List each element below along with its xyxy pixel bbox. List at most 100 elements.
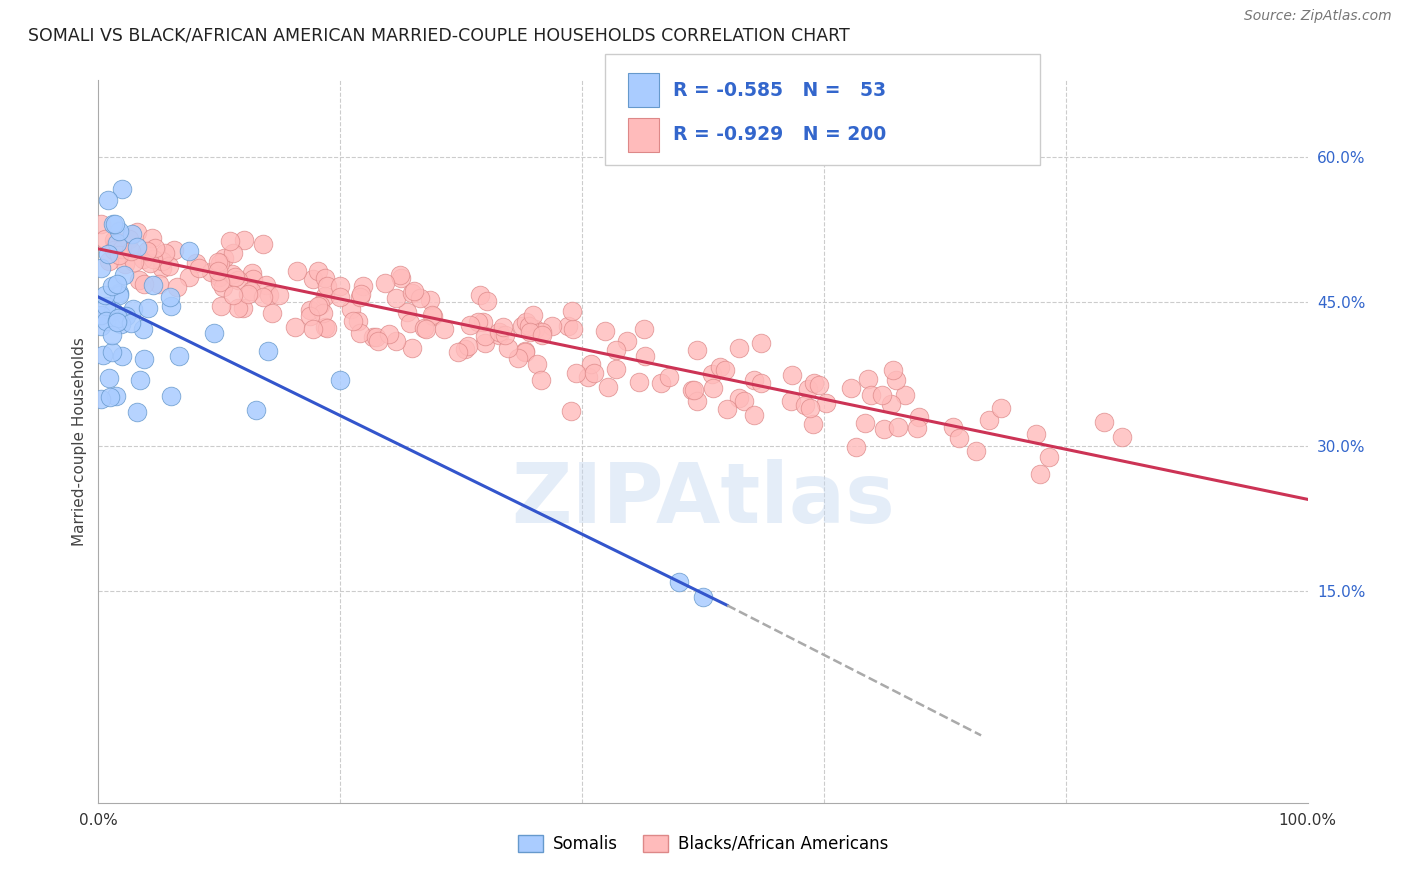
Point <box>163 243 186 257</box>
Point <box>104 389 127 403</box>
Point <box>475 294 498 309</box>
Point <box>519 325 541 339</box>
Point <box>141 231 163 245</box>
Point <box>801 417 824 432</box>
Point <box>799 401 821 415</box>
Point <box>803 376 825 390</box>
Point <box>128 273 150 287</box>
Point <box>856 372 879 386</box>
Point <box>742 373 765 387</box>
Point <box>100 345 122 359</box>
Point <box>200 265 222 279</box>
Y-axis label: Married-couple Households: Married-couple Households <box>72 337 87 546</box>
Point <box>814 395 837 409</box>
Point <box>209 275 232 289</box>
Point <box>136 301 159 315</box>
Point <box>222 287 245 301</box>
Point <box>114 257 136 271</box>
Text: ZIPAtlas: ZIPAtlas <box>510 458 896 540</box>
Point <box>378 326 401 341</box>
Point <box>472 314 495 328</box>
Point <box>496 341 519 355</box>
Point <box>228 301 250 316</box>
Point <box>512 318 534 333</box>
Point <box>349 290 371 304</box>
Point <box>224 269 246 284</box>
Point <box>658 369 681 384</box>
Point <box>97 194 120 208</box>
Point <box>122 254 145 268</box>
Point <box>94 299 117 313</box>
Legend: Somalis, Blacks/African Americans: Somalis, Blacks/African Americans <box>512 828 894 860</box>
Point <box>90 392 112 407</box>
Point <box>700 367 723 381</box>
Point <box>252 237 274 252</box>
Point <box>367 334 389 349</box>
Point <box>105 277 128 291</box>
Point <box>107 314 129 328</box>
Point <box>965 443 987 458</box>
Point <box>239 285 262 299</box>
Point <box>561 322 583 336</box>
Point <box>166 279 188 293</box>
Point <box>150 261 173 276</box>
Point <box>415 322 437 336</box>
Point <box>129 373 152 387</box>
Point <box>90 261 112 276</box>
Point <box>364 330 387 344</box>
Point <box>98 390 121 404</box>
Point <box>232 301 254 315</box>
Point <box>111 242 134 256</box>
Point <box>148 277 170 292</box>
Point <box>93 232 115 246</box>
Point <box>177 244 200 259</box>
Point <box>409 291 432 305</box>
Point <box>108 287 131 301</box>
Point <box>447 345 470 359</box>
Point <box>1025 426 1047 441</box>
Point <box>749 376 772 390</box>
Point <box>267 288 290 302</box>
Point <box>565 366 588 380</box>
Point <box>681 383 703 397</box>
Point <box>882 363 904 377</box>
Point <box>238 286 260 301</box>
Point <box>115 309 138 323</box>
Point <box>314 271 336 285</box>
Point <box>714 363 737 377</box>
Point <box>361 329 384 343</box>
Point <box>796 382 818 396</box>
Point <box>1029 467 1052 481</box>
Point <box>628 375 651 389</box>
Point <box>254 277 277 292</box>
Point <box>385 291 408 305</box>
Point <box>329 278 352 293</box>
Point <box>596 379 619 393</box>
Point <box>683 383 706 397</box>
Point <box>399 316 422 330</box>
Point <box>111 349 134 363</box>
Point <box>134 277 156 292</box>
Point <box>391 270 413 285</box>
Point <box>728 391 751 405</box>
Point <box>150 253 173 268</box>
Point <box>782 368 804 383</box>
Point <box>492 319 515 334</box>
Point <box>207 255 229 269</box>
Point <box>433 321 456 335</box>
Point <box>808 377 831 392</box>
Point <box>616 334 638 348</box>
Point <box>374 276 396 290</box>
Point <box>948 431 970 445</box>
Point <box>302 272 325 286</box>
Point <box>402 284 425 298</box>
Point <box>245 402 267 417</box>
Point <box>605 343 627 357</box>
Point <box>557 319 579 334</box>
Point <box>633 322 655 336</box>
Point <box>709 360 731 375</box>
Point <box>474 336 496 351</box>
Point <box>388 268 411 282</box>
Point <box>108 224 131 238</box>
Point <box>103 217 125 231</box>
